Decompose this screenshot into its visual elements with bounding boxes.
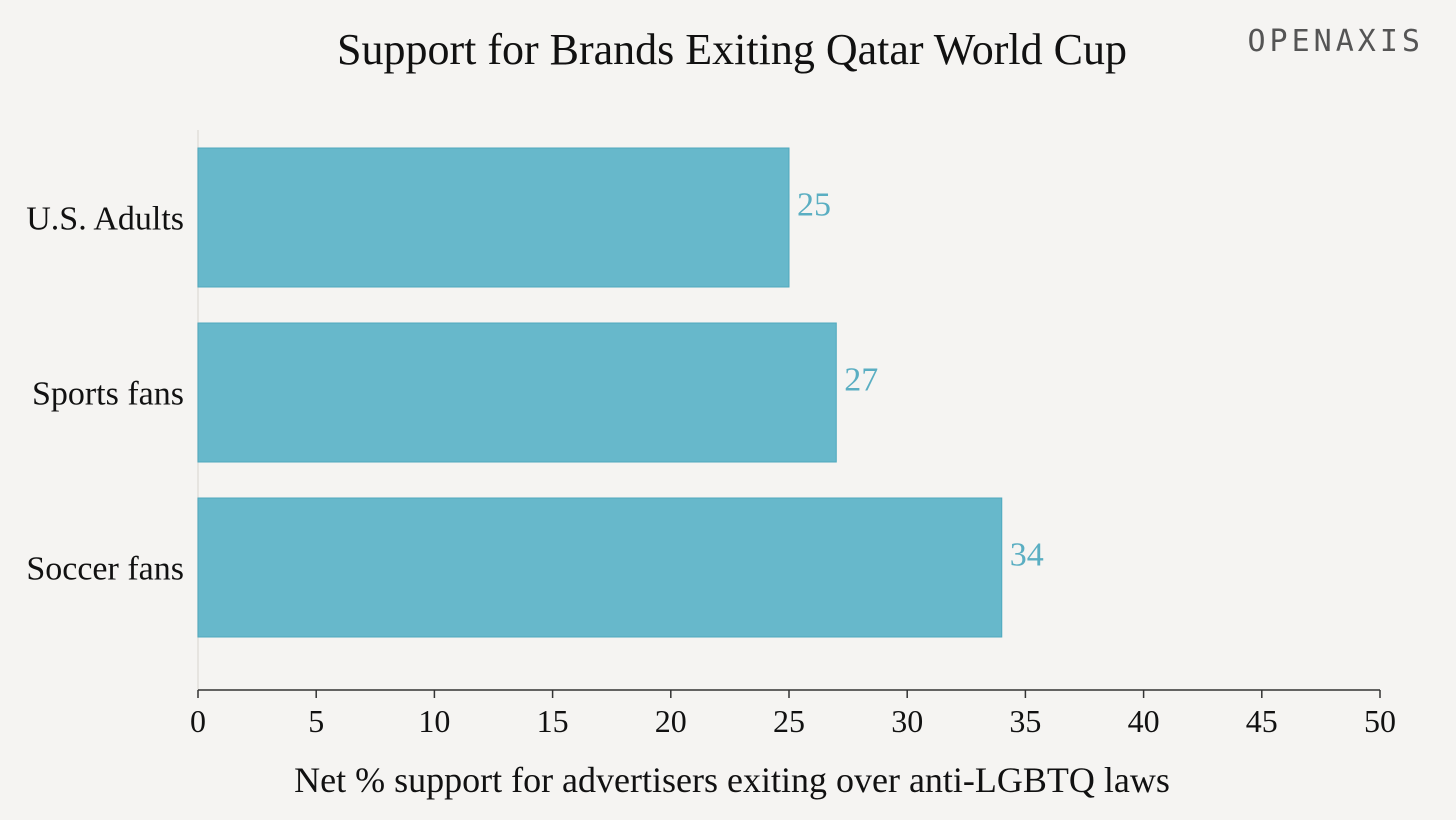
category-label-soccer-fans: Soccer fans — [26, 551, 184, 588]
x-tick-label-45: 45 — [1246, 703, 1278, 739]
x-tick-label-10: 10 — [418, 703, 450, 739]
x-tick-label-5: 5 — [308, 703, 324, 739]
openaxis-logo: OPENAXIS — [1248, 24, 1425, 59]
x-tick-label-30: 30 — [891, 703, 923, 739]
value-label-sports-fans: 27 — [844, 362, 878, 399]
bar-u-s-adults — [197, 147, 790, 288]
x-tick-label-40: 40 — [1128, 703, 1160, 739]
x-axis-ticks: 0 5 10 15 20 25 30 35 40 45 50 — [190, 690, 1396, 739]
x-tick-label-35: 35 — [1009, 703, 1041, 739]
plot-area: 25 27 34 U.S. Adults Sports fans Soccer fans… — [26, 130, 1396, 739]
value-labels: 25 27 34 — [797, 187, 1044, 574]
x-tick-label-25: 25 — [773, 703, 805, 739]
category-label-u-s-adults: U.S. Adults — [26, 201, 184, 238]
chart-title: Support for Brands Exiting Qatar World C… — [337, 25, 1127, 74]
value-label-soccer-fans: 34 — [1010, 537, 1044, 574]
x-tick-label-0: 0 — [190, 703, 206, 739]
category-labels: U.S. Adults Sports fans Soccer fans — [26, 201, 184, 588]
bars — [197, 147, 1003, 638]
value-label-u-s-adults: 25 — [797, 187, 831, 224]
category-label-sports-fans: Sports fans — [32, 376, 184, 413]
x-tick-label-20: 20 — [655, 703, 687, 739]
x-tick-label-50: 50 — [1364, 703, 1396, 739]
x-tick-label-15: 15 — [537, 703, 569, 739]
bar-sports-fans — [197, 322, 837, 463]
bar-soccer-fans — [197, 497, 1003, 638]
x-axis-title: Net % support for advertisers exiting ov… — [294, 760, 1170, 800]
